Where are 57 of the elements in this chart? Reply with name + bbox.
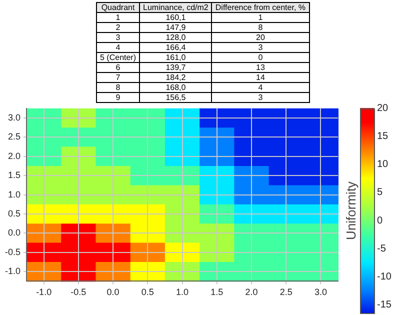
text: 9	[96, 92, 140, 102]
y-tick-label: -0.5	[4, 246, 21, 257]
text: 128,0	[140, 32, 212, 42]
x-tick-label: 2.5	[280, 287, 292, 298]
text: 168,0	[140, 82, 212, 92]
y-tick-label: 3.0	[8, 112, 21, 122]
text: Quadrant	[96, 2, 140, 12]
text: 1	[212, 12, 310, 22]
text: Luminance, cd/m2	[140, 2, 212, 12]
text: 6	[96, 62, 140, 72]
text: 3	[212, 92, 310, 102]
text: 14	[212, 72, 310, 82]
text: 161,0	[140, 52, 212, 62]
text: Difference from center, %	[212, 2, 310, 12]
text: 5 (Center)	[96, 52, 140, 62]
text: 2	[96, 22, 140, 32]
text: 156,5	[140, 92, 212, 102]
color-bar-label: 15	[377, 131, 389, 142]
x-tick-label: 3.0	[314, 287, 327, 298]
x-tick-label: 0.0	[106, 287, 120, 298]
x-tick-label: -1.0	[36, 287, 52, 298]
text: 7	[96, 72, 140, 82]
y-tick-label: 0.5	[8, 208, 21, 218]
text: 0	[212, 52, 310, 62]
text: 8	[212, 22, 310, 32]
y-tick-label: -1.0	[4, 266, 21, 276]
text: 3	[96, 32, 140, 42]
text: 1	[96, 12, 140, 22]
y-tick-label: 1.0	[8, 189, 21, 200]
y-tick-label: 2.5	[8, 132, 21, 142]
text: 4	[212, 82, 310, 92]
x-tick-label: 1.0	[176, 287, 189, 298]
x-tick-label: -0.5	[70, 287, 86, 298]
color-bar-title: Uniformity	[344, 180, 359, 240]
y-tick-label: 0.0	[8, 228, 21, 238]
text: 4	[96, 42, 140, 52]
text: 20	[212, 32, 310, 42]
y-tick-label: 2.0	[8, 150, 21, 161]
x-tick-label: 2.0	[245, 287, 258, 298]
color-bar-label: -10	[377, 271, 392, 282]
text: 8	[96, 82, 140, 92]
text: 166,4	[140, 42, 212, 52]
text: 13	[212, 62, 310, 72]
text: 160,1	[140, 12, 212, 22]
text: 184,2	[140, 72, 212, 82]
x-tick-label: 0.5	[141, 287, 154, 298]
text: 139,7	[140, 62, 212, 72]
color-bar-label: -15	[377, 299, 392, 310]
color-bar-label: 20	[377, 103, 389, 114]
color-bar-label: 10	[377, 159, 389, 170]
color-bar-label: 5	[377, 187, 383, 198]
text: 3	[212, 42, 310, 52]
x-tick-label: 1.5	[210, 287, 224, 298]
color-bar-label: -5	[377, 243, 386, 254]
text: 147,9	[140, 22, 212, 32]
y-tick-label: 1.5	[8, 170, 21, 180]
color-bar-label: 0	[377, 215, 383, 226]
